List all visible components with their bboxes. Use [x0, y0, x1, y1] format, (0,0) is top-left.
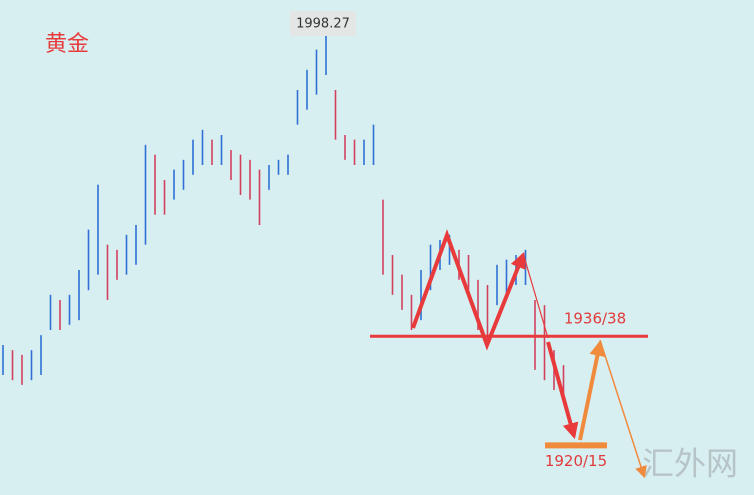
- red-thin-line: [522, 252, 549, 339]
- red-down-arrow: [546, 341, 579, 440]
- orange-up-arrow: [578, 339, 606, 441]
- orange-down-arrow: [599, 339, 647, 479]
- peak-label-box: [290, 11, 356, 36]
- peak-label: 1998.27: [296, 17, 350, 32]
- levels: 1936/38 1920/15: [370, 310, 648, 470]
- watermark: 汇外网: [642, 445, 738, 483]
- bars: [2, 19, 565, 400]
- level-label: 1936/38: [564, 310, 626, 328]
- red-zigzag-arrow: [411, 229, 526, 351]
- level-label: 1920/15: [545, 452, 607, 470]
- chart-title: 黄金: [45, 32, 89, 57]
